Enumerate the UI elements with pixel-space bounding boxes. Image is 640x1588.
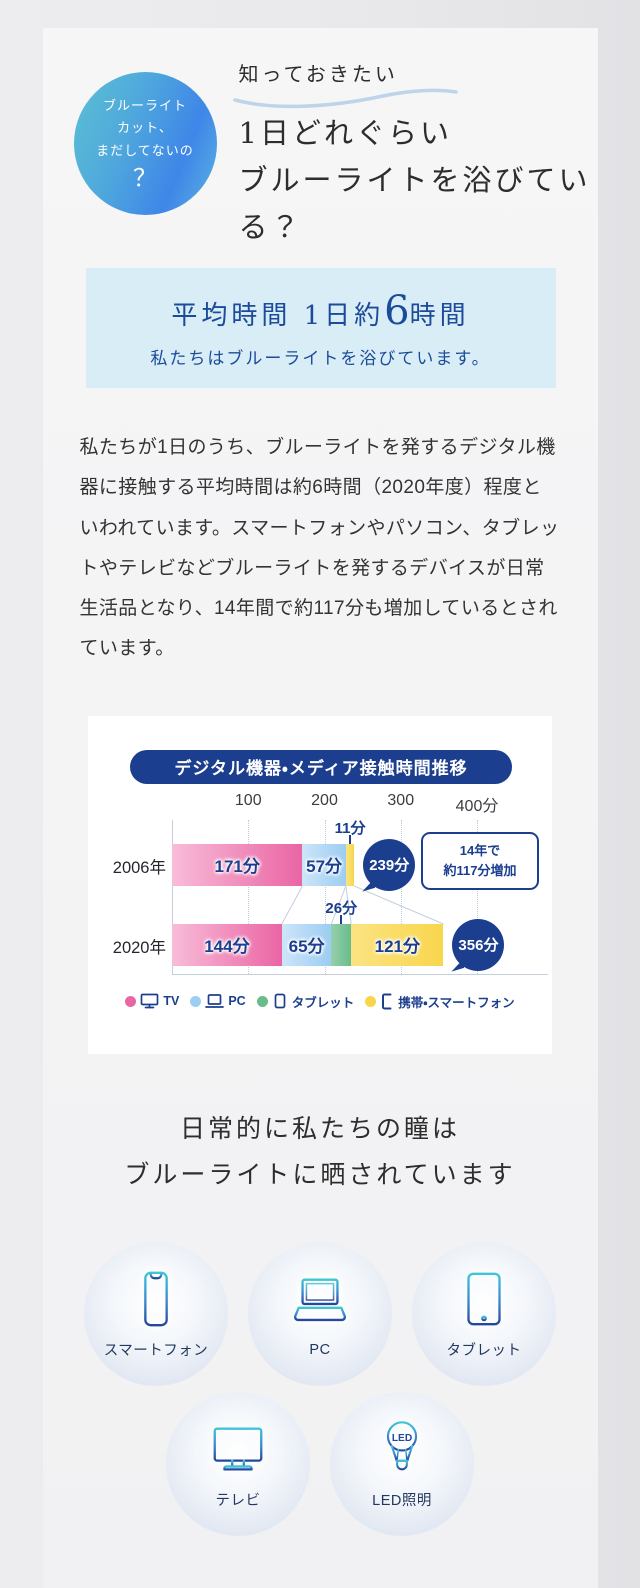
bubble-tail: [362, 880, 376, 892]
legend-label: 携帯・スマートフォン: [398, 995, 515, 1010]
avg-title-post: 時間: [409, 300, 470, 331]
segment-value-label: 65分: [288, 937, 325, 957]
avg-title-pre: 平均時間 1日約: [171, 300, 385, 331]
increase-callout: 14年で 約117分増加: [421, 831, 539, 890]
device-tablet: タブレット: [412, 1242, 556, 1387]
legend-color-dot: [190, 995, 202, 1007]
led-bulb-icon: LED: [386, 1421, 418, 1471]
laptop-icon: [205, 993, 225, 1009]
grid-line: [324, 819, 326, 974]
segment-value-label: 26分: [325, 899, 358, 917]
page-title: 1日どれぐらい ブルーライトを浴びている？: [238, 116, 591, 244]
label-leader-line: [349, 834, 352, 844]
phone-icon: [380, 993, 394, 1010]
legend-color-dot: [365, 995, 377, 1007]
chart-legend: TV PC タブレット 携帯・スマートフォン: [88, 992, 552, 1011]
bar-segment-tablet: [331, 923, 352, 966]
legend-color-dot: [256, 995, 268, 1007]
segment-value-label: 144分: [204, 937, 250, 957]
chart-title: デジタル機器・メディア接触時間推移: [130, 749, 512, 784]
kicker-text: 知っておきたい: [238, 62, 398, 86]
badge-line: まだしてないの: [96, 144, 194, 160]
device-led: LED LED照明: [330, 1392, 474, 1537]
tablet-icon: [272, 993, 288, 1009]
device-smartphone: スマートフォン: [84, 1242, 228, 1387]
tv-icon: [140, 993, 159, 1009]
device-label: テレビ: [215, 1493, 261, 1510]
device-section: スマートフォン PC タブレット: [43, 1242, 598, 1537]
legend-item-laptop: PC: [190, 993, 246, 1009]
y-axis-line: [172, 819, 173, 974]
bluelight-question-badge: ブルーライト カット、 まだしてないの ？: [73, 72, 217, 215]
device-label: タブレット: [446, 1343, 522, 1360]
device-label: LED照明: [372, 1493, 432, 1510]
x-tick-label: 400分: [455, 797, 499, 815]
badge-line: ブルーライト: [102, 98, 187, 114]
chart-card: デジタル機器・メディア接触時間推移 100 200 300 400分 2006年 171分…: [88, 715, 552, 1054]
row-label: 2020年: [112, 938, 166, 957]
total-bubble: 356分: [451, 918, 505, 972]
device-label: PC: [309, 1341, 331, 1358]
swoosh-decoration-icon: [232, 88, 458, 109]
bar-segment-laptop: 65分: [281, 923, 332, 966]
badge-question-mark: ？: [133, 163, 157, 192]
legend-item-phone: 携帯・スマートフォン: [365, 992, 515, 1011]
grid-line: [400, 819, 402, 974]
average-time-title: 平均時間 1日約6時間: [171, 288, 469, 334]
segment-value-label: 11分: [334, 819, 366, 837]
device-pc: PC: [248, 1242, 392, 1387]
laptop-icon: [294, 1278, 346, 1321]
label-leader-line: [340, 914, 343, 924]
legend-color-dot: [125, 995, 137, 1007]
device-row-2: テレビ LED LED照明: [43, 1392, 598, 1537]
segment-value-label: 171分: [214, 857, 260, 877]
body-paragraph: 私たちが1日のうち、ブルーライトを発するデジタル機器に接触する平均時間は約6時間…: [79, 437, 560, 660]
hero-section: ブルーライト カット、 まだしてないの ？ 知っておきたい 1日どれぐらい ブル…: [43, 28, 598, 268]
segment-value-label: 57分: [306, 857, 343, 877]
device-label: スマートフォン: [103, 1343, 209, 1360]
total-bubble: 239分: [362, 838, 416, 892]
bar-segment-tv: 144分: [172, 923, 282, 966]
average-time-subtitle: 私たちはブルーライトを浴びています。: [150, 348, 491, 369]
callout-line1: 14年で: [459, 842, 501, 858]
callout-line2: 約117分増加: [443, 862, 517, 878]
grid-line: [248, 819, 250, 974]
exposure-heading: 日常的に私たちの瞳は ブルーライトに晒されています: [124, 1113, 516, 1189]
tablet-icon: [467, 1272, 501, 1326]
row-label: 2006年: [112, 858, 166, 877]
bar-segment-phone: 121分: [351, 923, 444, 966]
led-icon-text: LED: [392, 1433, 412, 1444]
device-tv: テレビ: [166, 1392, 310, 1537]
x-tick-label: 100: [234, 791, 262, 809]
average-time-box: 平均時間 1日約6時間 私たちはブルーライトを浴びています。: [85, 268, 556, 388]
content-panel: ブルーライト カット、 まだしてないの ？ 知っておきたい 1日どれぐらい ブル…: [42, 28, 598, 1588]
device-row-1: スマートフォン PC タブレット: [43, 1242, 598, 1387]
tv-icon: [213, 1427, 263, 1471]
smartphone-icon: [144, 1271, 168, 1327]
legend-label: TV: [163, 994, 180, 1009]
badge-line: カット、: [117, 121, 173, 137]
grid-line: [477, 819, 478, 974]
avg-title-number: 6: [384, 287, 410, 334]
segment-value-label: 121分: [374, 937, 420, 957]
bar-segment-laptop: 57分: [302, 843, 346, 886]
legend-item-tablet: タブレット: [256, 992, 355, 1011]
legend-item-tv: TV: [125, 993, 179, 1009]
bar-segment-phone: [345, 843, 355, 886]
legend-label: タブレット: [291, 995, 355, 1010]
x-tick-label: 200: [311, 791, 338, 809]
bubble-tail: [451, 960, 465, 972]
bar-segment-tv: 171分: [172, 843, 303, 886]
chart-plot: 100 200 300 400分 2006年 171分 57分 11分 239分 2020年 144…: [88, 716, 552, 1054]
legend-label: PC: [228, 994, 246, 1009]
x-axis-line: [172, 973, 548, 975]
x-tick-label: 300: [387, 791, 415, 809]
